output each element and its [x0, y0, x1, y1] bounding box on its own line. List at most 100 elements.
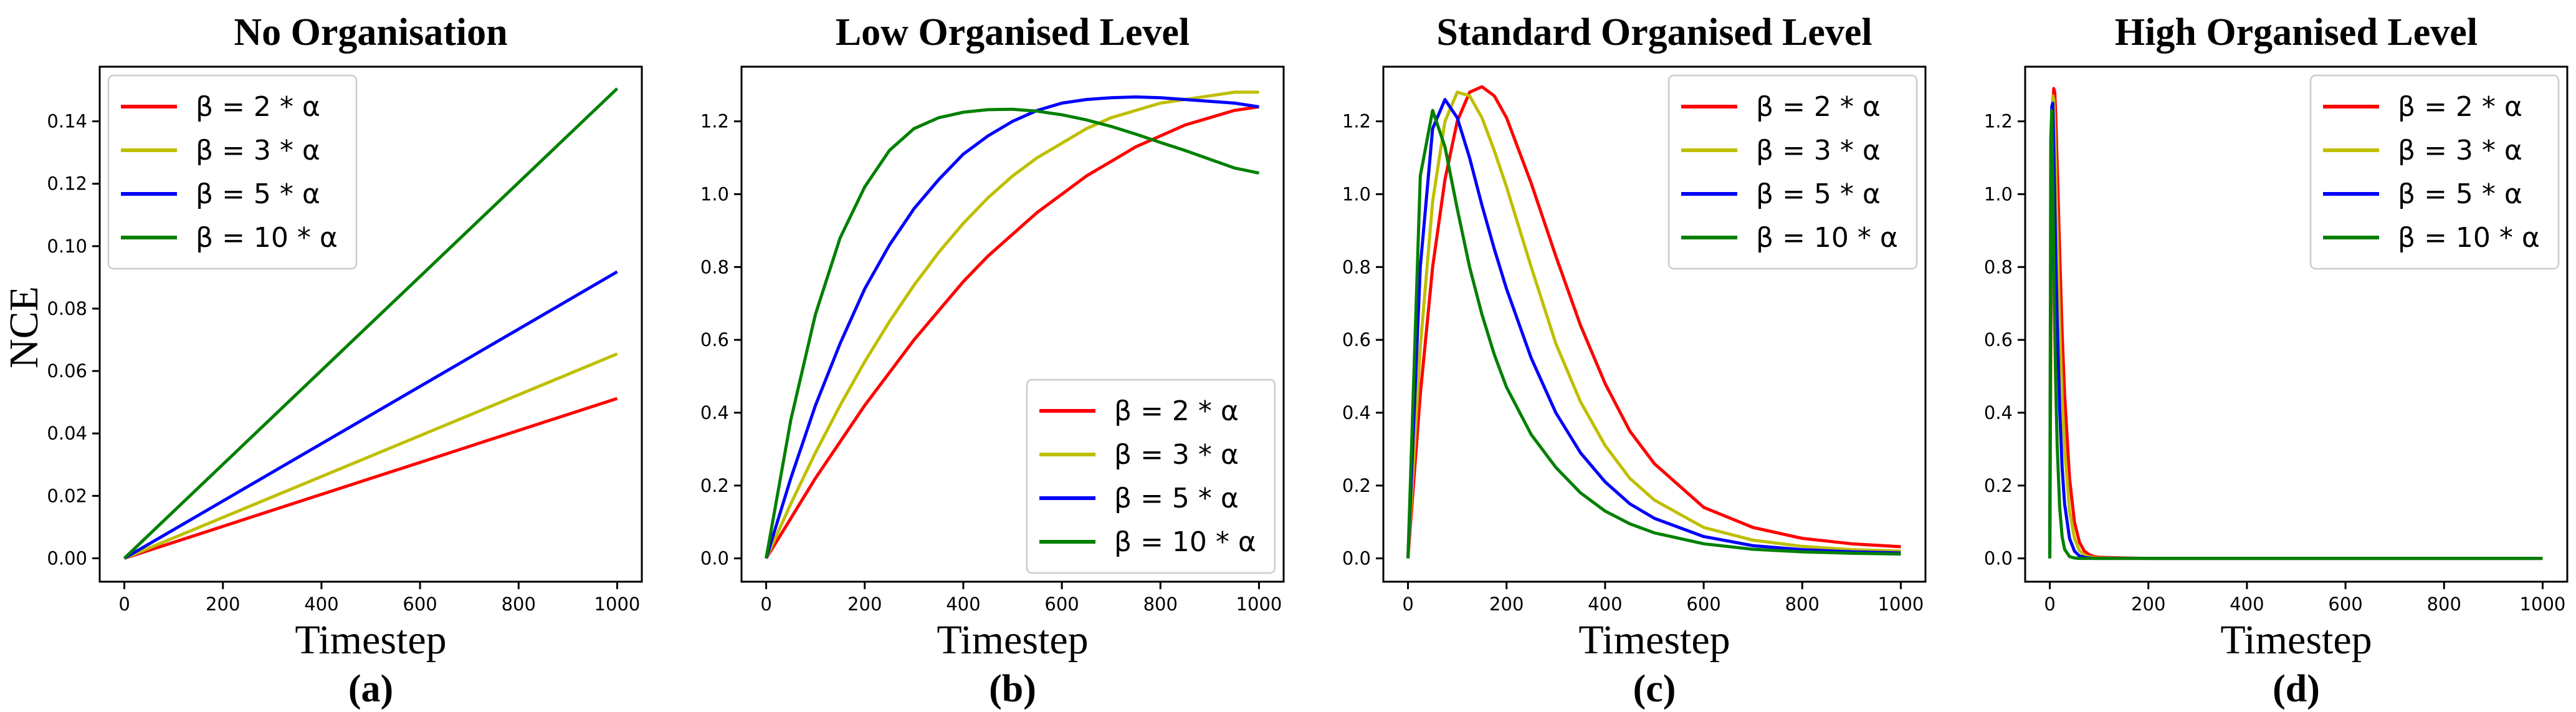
legend-box [1026, 378, 1276, 574]
x-tick-label: 800 [2427, 594, 2461, 615]
legend: β = 2 * α β = 3 * α β = 5 * α β = 10 * α [2309, 74, 2560, 270]
y-tick-label: 0.6 [700, 329, 729, 350]
series-group [1406, 85, 1901, 559]
y-axis-label: NCE [1, 286, 47, 368]
legend: β = 2 * α β = 3 * α β = 5 * α β = 10 * α [1026, 378, 1276, 574]
y-tick-label: 0.2 [1984, 475, 2013, 496]
x-tick-label: 600 [2328, 594, 2362, 615]
series-line [765, 107, 1260, 559]
y-tick-label: 0.6 [1984, 329, 2013, 350]
y-tick-label: 0.12 [47, 173, 87, 195]
x-axis-label: Timestep [1578, 617, 1730, 663]
chart-title: No Organisation [234, 11, 507, 54]
x-tick-label: 400 [2230, 594, 2264, 615]
y-tick-label: 0.8 [1984, 256, 2013, 277]
y-tick-label: 0.6 [1342, 329, 1371, 350]
y-tick-label: 0.04 [47, 423, 87, 444]
legend-label: β = 5 * α [1756, 178, 1881, 210]
y-tick-label: 0.4 [1984, 402, 2013, 423]
x-tick-label: 0 [760, 594, 771, 615]
y-tick-label: 0.0 [700, 548, 729, 569]
panel-caption: (b) [989, 668, 1036, 710]
legend: β = 2 * α β = 3 * α β = 5 * α β = 10 * α [1667, 74, 1918, 270]
y-tick-label: 0.08 [47, 298, 87, 319]
chart-panel: Low Organised Level Timestep (b) 0 200 400 600… [700, 11, 1285, 710]
legend-label: β = 5 * α [2398, 178, 2522, 210]
y-tick-label: 1.0 [1342, 183, 1371, 204]
y-tick-label: 0.14 [47, 111, 87, 132]
y-tick-label: 0.2 [700, 475, 729, 496]
legend-label: β = 3 * α [196, 135, 320, 166]
x-tick-label: 800 [502, 594, 536, 615]
y-tick-label: 0.0 [1984, 548, 2013, 569]
series-group [123, 87, 619, 560]
chart-title: Low Organised Level [836, 11, 1190, 54]
series-line [2048, 108, 2543, 560]
legend-label: β = 10 * α [2398, 222, 2540, 254]
x-tick-label: 1000 [594, 594, 641, 615]
legend: β = 2 * α β = 3 * α β = 5 * α β = 10 * α [107, 74, 358, 270]
series-line [765, 90, 1259, 559]
x-tick-label: 800 [1785, 594, 1820, 615]
x-axis-label: Timestep [295, 617, 446, 663]
y-tick-label: 0.02 [47, 485, 87, 506]
plot-frame [1382, 65, 1927, 583]
series-line [123, 87, 619, 560]
plot-frame [2024, 65, 2569, 583]
series-group [2048, 87, 2543, 560]
series-line [1406, 90, 1901, 559]
y-tick-label: 1.0 [700, 183, 729, 204]
legend-label: β = 10 * α [1756, 222, 1898, 254]
legend-label: β = 2 * α [2398, 91, 2522, 123]
y-tick-label: 0.8 [700, 256, 729, 277]
legend-label: β = 5 * α [196, 178, 320, 210]
x-tick-label: 200 [1489, 594, 1524, 615]
legend-label: β = 10 * α [196, 222, 338, 254]
series-group [765, 90, 1260, 559]
x-tick-label: 0 [118, 594, 130, 615]
y-tick-label: 1.2 [1984, 111, 2013, 132]
series-line [123, 397, 618, 560]
series-line [1406, 85, 1901, 559]
series-line [123, 352, 618, 560]
legend-label: β = 2 * α [1756, 91, 1881, 123]
x-tick-label: 200 [847, 594, 882, 615]
y-tick-label: 0.00 [47, 547, 87, 569]
legend-label: β = 5 * α [1114, 483, 1239, 514]
plot-frame [740, 65, 1285, 583]
x-tick-label: 1000 [1236, 594, 1282, 615]
y-tick-label: 0.0 [1342, 548, 1371, 569]
x-tick-label: 600 [1686, 594, 1720, 615]
x-tick-label: 1000 [1878, 594, 1924, 615]
legend-box [2309, 74, 2560, 270]
x-tick-label: 400 [1588, 594, 1622, 615]
x-tick-label: 200 [2131, 594, 2165, 615]
y-tick-label: 0.06 [47, 360, 87, 382]
chart-title: Standard Organised Level [1436, 11, 1872, 54]
chart-title: High Organised Level [2115, 11, 2478, 54]
x-tick-label: 800 [1143, 594, 1178, 615]
plot-frame [98, 65, 643, 583]
legend-label: β = 3 * α [2398, 135, 2522, 166]
series-line [765, 95, 1259, 559]
x-tick-label: 0 [1402, 594, 1413, 615]
series-line [1406, 98, 1901, 559]
legend-label: β = 3 * α [1114, 439, 1239, 471]
y-tick-label: 0.8 [1342, 256, 1371, 277]
x-tick-label: 400 [946, 594, 980, 615]
legend-label: β = 2 * α [1114, 395, 1239, 427]
legend-label: β = 2 * α [196, 91, 320, 123]
y-tick-label: 1.2 [700, 111, 729, 132]
y-tick-label: 0.4 [1342, 402, 1371, 423]
x-tick-label: 600 [403, 594, 437, 615]
legend-box [1667, 74, 1918, 270]
panels: No Organisation Timestep (a) 0 200 400 600 800 1… [47, 11, 2569, 710]
y-tick-label: 0.2 [1342, 475, 1371, 496]
x-axis-label: Timestep [937, 617, 1088, 663]
series-line [1406, 108, 1901, 559]
x-tick-label: 0 [2044, 594, 2055, 615]
legend-label: β = 10 * α [1114, 526, 1256, 558]
y-tick-label: 0.10 [47, 236, 87, 257]
series-line [765, 105, 1259, 559]
chart-panel: Standard Organised Level Timestep (c) 0 200 4… [1342, 11, 1927, 710]
